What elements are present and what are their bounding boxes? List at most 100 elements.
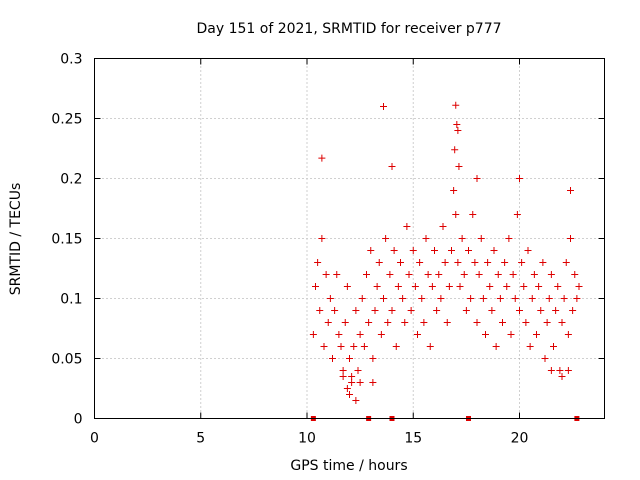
data-point [416, 259, 424, 266]
data-point [547, 367, 555, 374]
data-point [488, 307, 496, 314]
data-point [524, 247, 532, 254]
data-point [537, 307, 545, 314]
data-point [507, 331, 515, 338]
data-point [371, 307, 379, 314]
data-point [350, 343, 358, 350]
data-point [386, 271, 394, 278]
data-point [539, 259, 547, 266]
data-point [465, 247, 472, 254]
data-point [441, 259, 449, 266]
data-point [435, 271, 443, 278]
data-points [309, 101, 583, 404]
data-point [352, 397, 360, 404]
data-point [484, 259, 492, 266]
data-point [375, 259, 383, 266]
data-point [460, 271, 468, 278]
data-point [356, 331, 364, 338]
data-point [554, 283, 562, 290]
data-point [528, 295, 536, 302]
data-point [380, 103, 387, 110]
x-axis-label: GPS time / hours [290, 458, 407, 474]
data-point [522, 319, 530, 326]
data-point [439, 223, 447, 230]
data-point [354, 367, 362, 374]
data-point [388, 307, 396, 314]
x-tick-label: 15 [404, 431, 422, 447]
data-point [496, 295, 504, 302]
data-point [433, 307, 441, 314]
data-point [343, 283, 351, 290]
y-tick-label: 0.1 [60, 292, 82, 308]
data-point [422, 235, 430, 242]
data-point [324, 319, 332, 326]
x-tick-label: 5 [196, 431, 205, 447]
data-point [356, 379, 364, 386]
data-point [462, 307, 470, 314]
data-point [377, 331, 385, 338]
data-point [526, 343, 534, 350]
data-point [333, 271, 341, 278]
data-point [312, 283, 319, 290]
data-point [530, 271, 538, 278]
data-point [403, 223, 411, 230]
data-point [341, 319, 349, 326]
y-tick-label: 0.05 [51, 352, 82, 368]
data-point [445, 283, 453, 290]
data-point [314, 259, 322, 266]
data-point [424, 271, 432, 278]
data-point [453, 121, 461, 128]
data-point [451, 146, 459, 154]
data-point [456, 283, 464, 290]
data-point [397, 259, 404, 266]
data-point [418, 295, 426, 302]
data-point [411, 283, 419, 290]
data-point [426, 343, 434, 350]
data-point [567, 235, 574, 242]
data-point [558, 319, 566, 326]
data-point [511, 295, 519, 302]
data-point [564, 331, 572, 338]
data-point [503, 283, 511, 290]
data-point [309, 331, 317, 338]
data-point [339, 373, 347, 380]
data-point [494, 271, 502, 278]
data-point [558, 373, 566, 380]
data-point [394, 283, 402, 290]
data-point [343, 385, 351, 392]
data-point [552, 307, 560, 314]
data-point [479, 295, 487, 302]
data-point [369, 379, 377, 386]
data-point [420, 319, 428, 326]
data-point [318, 154, 326, 162]
y-axis-label: SRMTID / TECUs [8, 183, 24, 296]
y-tick-label: 0.15 [51, 232, 82, 248]
data-point [390, 247, 398, 254]
data-point [475, 271, 483, 278]
ticks: 0 0.05 0.1 0.15 0.2 0.25 0.3 0 5 10 15 20 [51, 52, 605, 447]
data-point [490, 247, 498, 254]
data-point [454, 259, 462, 266]
data-point [467, 295, 475, 302]
data-point [547, 271, 555, 278]
data-point [399, 295, 407, 302]
data-point [567, 187, 574, 194]
data-point [320, 343, 328, 350]
data-point [562, 259, 570, 266]
data-point [535, 283, 543, 290]
data-point [348, 379, 356, 386]
y-tick-label: 0.3 [60, 52, 82, 68]
data-point [329, 355, 336, 362]
data-point [401, 319, 409, 326]
data-point [545, 295, 553, 302]
y-tick-label: 0.2 [60, 172, 82, 188]
chart-title: Day 151 of 2021, SRMTID for receiver p77… [196, 21, 501, 37]
data-point [322, 271, 330, 278]
data-point [541, 355, 549, 362]
data-point [482, 331, 489, 338]
data-point [358, 295, 366, 302]
data-point [513, 211, 521, 218]
data-point [455, 163, 463, 170]
data-point [443, 319, 451, 326]
